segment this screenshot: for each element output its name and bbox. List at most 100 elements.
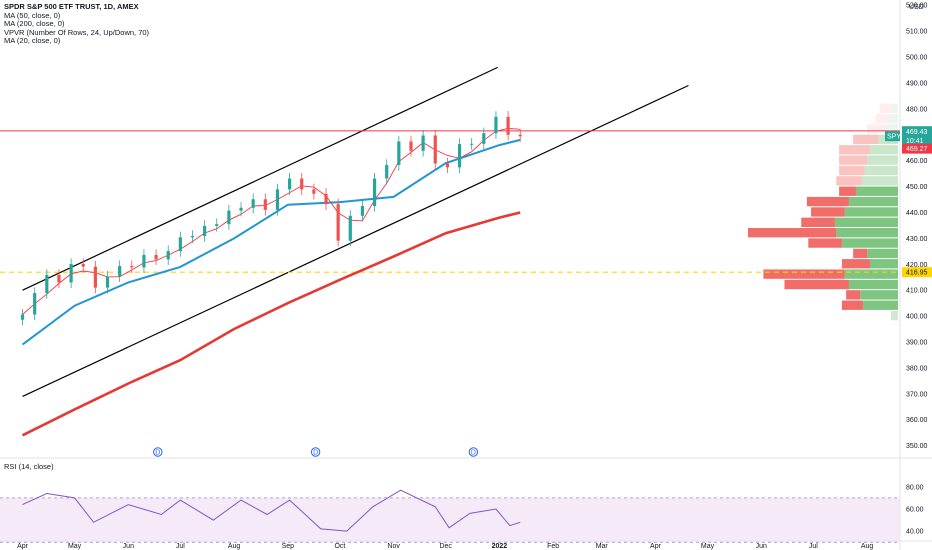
candle-body <box>287 178 292 190</box>
volume-profile-up-bar <box>841 238 898 248</box>
ma20-line <box>22 127 521 315</box>
candle-body <box>348 215 352 241</box>
y-tick-label: 350.00 <box>906 443 928 450</box>
candle <box>81 258 85 273</box>
y-tick-label: 480.00 <box>906 106 928 113</box>
candle <box>445 157 449 174</box>
volume-profile-up-bar <box>890 103 898 113</box>
volume-profile-down-bar <box>763 269 845 279</box>
candle <box>263 193 267 216</box>
legend-ma200[interactable]: MA (200, close, 0) <box>4 19 65 29</box>
volume-profile-down-bar <box>867 124 884 134</box>
candle-body <box>372 178 377 206</box>
rsi-band <box>0 497 900 543</box>
candle-body <box>130 266 134 268</box>
candle-body <box>69 264 73 283</box>
y-tick-label: 450.00 <box>906 184 928 191</box>
volume-profile-up-bar <box>890 310 898 321</box>
candle-body <box>506 116 510 135</box>
last-price-badge <box>902 126 932 147</box>
candle <box>421 129 425 157</box>
candle-body <box>20 314 25 320</box>
candle-body <box>203 225 207 237</box>
candle <box>142 249 146 274</box>
volume-profile-up-bar <box>867 155 898 165</box>
currency-label: USD <box>909 4 924 11</box>
x-tick-label: Aug <box>861 543 874 550</box>
candle-body <box>518 134 522 137</box>
volume-profile-down-bar <box>846 290 861 300</box>
candle-body <box>494 116 498 134</box>
legend-ma50[interactable]: MA (50, close, 0) <box>4 10 61 20</box>
candle <box>203 220 207 242</box>
rsi-legend[interactable]: RSI (14, close) <box>4 462 54 471</box>
candle <box>433 129 437 170</box>
candle <box>457 138 462 174</box>
y-tick-label: 520.00 <box>906 3 928 10</box>
volume-profile-up-bar <box>869 145 898 155</box>
legend-ma20[interactable]: MA (20, close, 0) <box>4 36 61 46</box>
x-tick-label: Sep <box>282 543 295 550</box>
rsi-tick-label: 40.00 <box>906 529 924 536</box>
candle <box>348 210 352 247</box>
candle-body <box>385 165 389 179</box>
candle <box>470 138 474 150</box>
y-tick-label: 500.00 <box>906 55 928 62</box>
y-tick-label: 400.00 <box>906 314 928 321</box>
legend-title: SPDR S&P 500 ETF TRUST, 1D, AMEX <box>4 2 139 11</box>
volume-profile-down-bar <box>839 165 865 176</box>
candle-body <box>81 264 85 267</box>
candle <box>45 269 49 299</box>
candle <box>154 249 158 266</box>
candle <box>215 218 219 232</box>
dividend-circle <box>310 447 321 457</box>
volume-profile-down-bar <box>841 259 870 269</box>
candle <box>239 202 243 217</box>
candle-body <box>421 135 425 151</box>
candle-body <box>105 276 110 288</box>
x-tick-label: May <box>68 543 82 550</box>
volume-profile-up-bar <box>862 300 898 310</box>
candle <box>20 308 25 326</box>
candle <box>324 188 328 210</box>
candle <box>312 183 316 200</box>
volume-profile-up-bar <box>889 114 898 124</box>
volume-profile-up-bar <box>848 196 898 207</box>
candle <box>385 159 389 185</box>
volume-profile-down-bar <box>839 145 870 155</box>
volume-profile-down-bar <box>839 155 868 165</box>
volume-profile-up-bar <box>861 176 898 186</box>
y-tick-label: 390.00 <box>906 340 928 347</box>
candle-body <box>457 144 462 168</box>
volume-profile-up-bar <box>864 165 898 176</box>
candle-body <box>45 274 49 294</box>
y-tick-label: 460.00 <box>906 158 928 165</box>
x-tick-label: Jun <box>756 543 767 550</box>
candle <box>118 260 122 283</box>
volume-profile-up-bar <box>834 217 898 227</box>
candle <box>93 260 97 294</box>
y-tick-label: 420.00 <box>906 262 928 269</box>
candle-body <box>397 141 401 166</box>
y-tick-label: 510.00 <box>906 29 928 36</box>
candle-body <box>470 143 474 145</box>
y-tick-label: 440.00 <box>906 210 928 217</box>
candle-body <box>166 251 170 260</box>
dividend-marker: D <box>153 447 163 457</box>
x-tick-label: Dec <box>439 543 452 550</box>
x-tick-label: Jun <box>123 543 134 550</box>
volume-profile-down-bar <box>839 186 856 196</box>
candle-body <box>482 133 486 144</box>
volume-profile-down-bar <box>879 103 891 113</box>
candle <box>506 111 510 141</box>
x-tick-label: Feb <box>547 543 559 550</box>
dividend-circle <box>153 447 163 457</box>
candle-body <box>227 210 231 225</box>
legend-vpvr[interactable]: VPVR (Number Of Rows, 24, Up/Down, 70) <box>4 27 150 37</box>
candle-body <box>275 189 280 210</box>
candle-body <box>33 293 37 315</box>
y-tick-label: 490.00 <box>906 80 928 87</box>
volume-profile-up-bar <box>844 269 898 279</box>
dividend-marker: D <box>468 447 479 457</box>
